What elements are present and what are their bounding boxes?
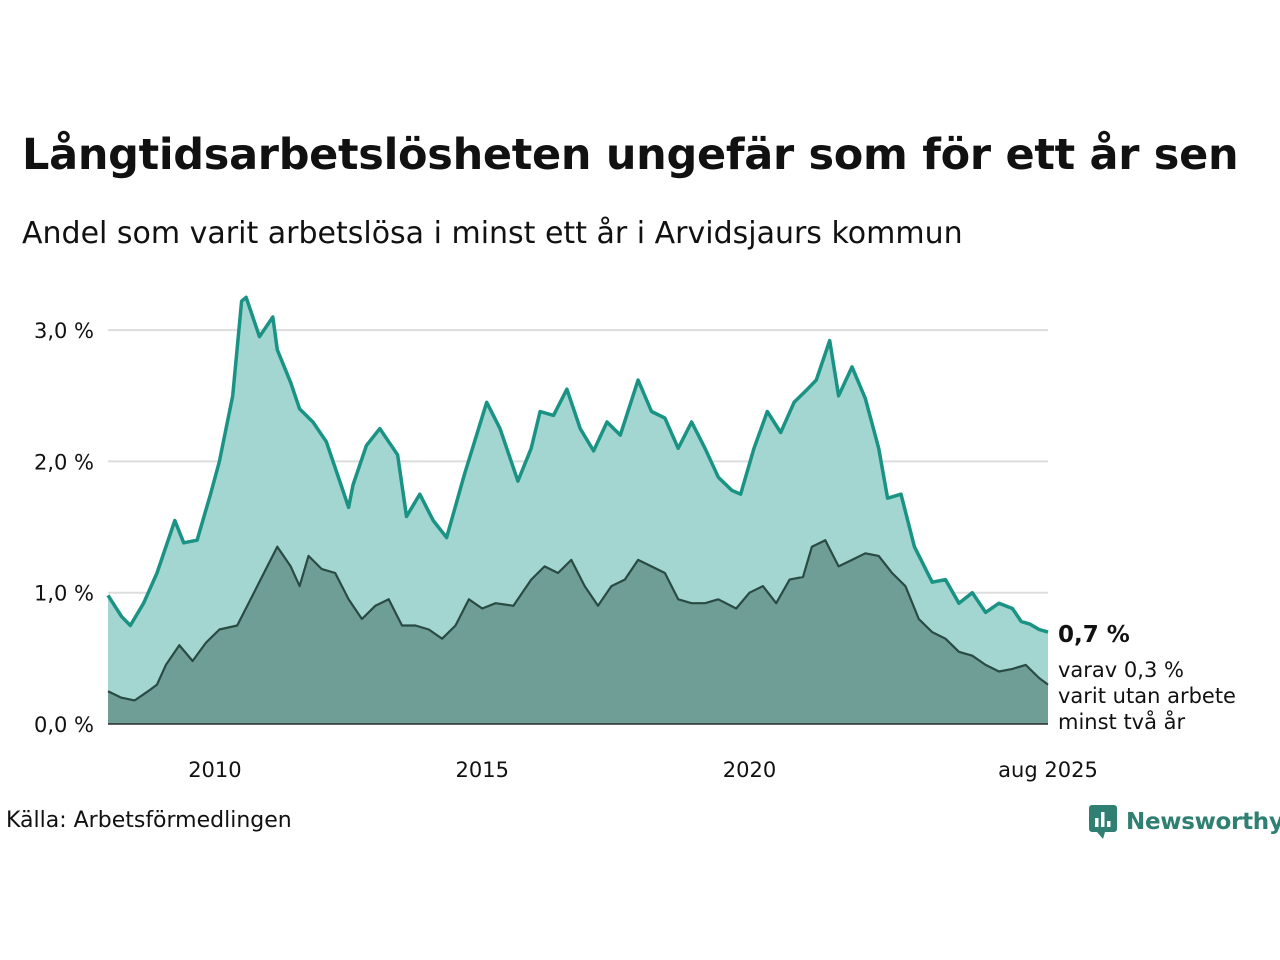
y-tick-label: 3,0 % <box>34 319 94 343</box>
x-tick-label: 2010 <box>188 758 241 782</box>
last-value-label: 0,7 % <box>1058 622 1130 648</box>
area-minst_tva_ar <box>108 540 1048 724</box>
y-tick-label: 1,0 % <box>34 582 94 606</box>
x-tick-label: aug 2025 <box>998 758 1098 782</box>
note-line-3: minst två år <box>1058 709 1186 734</box>
newsworthy-logo: Newsworthy <box>1088 804 1280 840</box>
x-tick-label: 2015 <box>455 758 508 782</box>
chart-bubble-icon <box>1089 805 1117 839</box>
logo-text: Newsworthy <box>1126 809 1280 835</box>
line-minst_tva_ar <box>107 539 1049 702</box>
end-annotation: 0,7 % varav 0,3 % varit utan arbete mins… <box>1058 622 1236 734</box>
area-chart: 0,0 % 1,0 % 2,0 % 3,0 % 2010 2015 2020 aug 202… <box>34 295 1236 782</box>
chart-title: Långtidsarbetslösheten ungefär som för e… <box>22 130 1239 180</box>
source-note: Källa: Arbetsförmedlingen <box>6 808 292 833</box>
line-min_ett_ar <box>106 295 1049 634</box>
note-line-2: varit utan arbete <box>1058 684 1236 708</box>
note-line-1: varav 0,3 % <box>1058 658 1184 682</box>
y-tick-label: 0,0 % <box>34 713 94 737</box>
chart-lines <box>106 295 1049 725</box>
chart-areas <box>108 297 1048 724</box>
y-axis: 0,0 % 1,0 % 2,0 % 3,0 % <box>34 319 94 737</box>
chart-subtitle: Andel som varit arbetslösa i minst ett å… <box>22 216 963 251</box>
y-tick-label: 2,0 % <box>34 450 94 474</box>
x-tick-label: 2020 <box>723 758 776 782</box>
x-axis: 2010 2015 2020 aug 2025 <box>188 758 1098 782</box>
